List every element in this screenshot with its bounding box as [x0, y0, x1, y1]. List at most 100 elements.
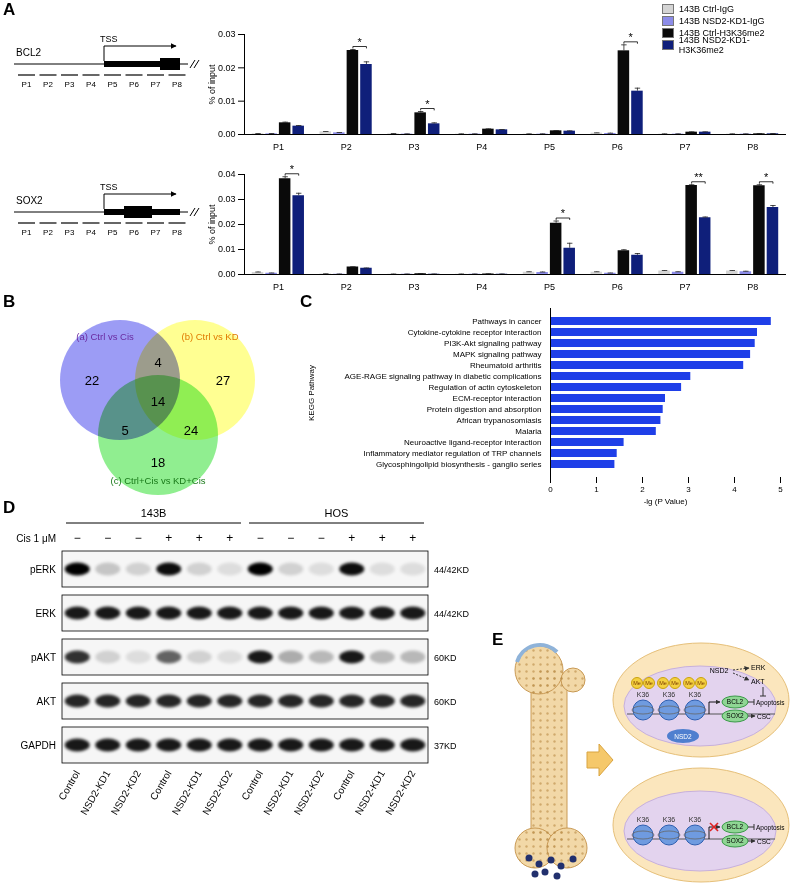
svg-text:P7: P7: [679, 142, 690, 152]
svg-text:14: 14: [151, 394, 165, 409]
svg-text:Control: Control: [331, 769, 357, 802]
svg-text:NSD2-KD1: NSD2-KD1: [78, 768, 112, 817]
svg-text:ERK: ERK: [35, 608, 56, 619]
svg-text:(c) Ctrl+Cis vs KD+Cis: (c) Ctrl+Cis vs KD+Cis: [110, 475, 205, 486]
svg-text:+: +: [226, 531, 233, 545]
svg-text:Apoptosis: Apoptosis: [756, 699, 785, 707]
svg-text:NSD2: NSD2: [710, 667, 729, 674]
svg-text:pERK: pERK: [30, 564, 56, 575]
svg-text:SOX2: SOX2: [16, 195, 43, 206]
svg-text:22: 22: [85, 373, 99, 388]
svg-text:K36: K36: [689, 691, 702, 698]
svg-text:Neuroactive ligand-receptor in: Neuroactive ligand-receptor interaction: [404, 438, 541, 447]
svg-text:P4: P4: [86, 80, 96, 89]
svg-text:Protein digestion and absorpti: Protein digestion and absorption: [427, 405, 542, 414]
svg-text:P7: P7: [679, 282, 690, 292]
svg-text:P6: P6: [129, 80, 139, 89]
svg-text:P4: P4: [476, 142, 487, 152]
svg-text:Regulation of actin cytoskelet: Regulation of actin cytoskeleton: [429, 383, 542, 392]
svg-text:Cis 1 μM: Cis 1 μM: [16, 533, 56, 544]
svg-text:−: −: [74, 531, 81, 545]
svg-text:P2: P2: [341, 282, 352, 292]
svg-text:27: 27: [216, 373, 230, 388]
svg-text:CSC: CSC: [757, 713, 771, 720]
svg-text:Me: Me: [697, 680, 705, 686]
svg-text:0.04: 0.04: [218, 169, 236, 179]
svg-text:*: *: [358, 36, 363, 48]
svg-text:PI3K-Akt signaling pathway: PI3K-Akt signaling pathway: [444, 339, 541, 348]
svg-text:0.03: 0.03: [218, 194, 236, 204]
svg-text:(b) Ctrl vs KD: (b) Ctrl vs KD: [182, 331, 239, 342]
svg-text:MAPK signaling pathway: MAPK signaling pathway: [453, 350, 542, 359]
svg-text:Control: Control: [148, 769, 174, 802]
svg-text:Me: Me: [685, 680, 693, 686]
svg-text:Control: Control: [239, 769, 265, 802]
svg-text:Control: Control: [56, 769, 82, 802]
svg-text:Glycosphingolipid biosynthesis: Glycosphingolipid biosynthesis - ganglio…: [376, 460, 541, 469]
svg-text:P3: P3: [65, 80, 75, 89]
svg-text:AGE-RAGE signaling pathway in: AGE-RAGE signaling pathway in diabetic c…: [345, 372, 542, 381]
svg-text:BCL2: BCL2: [727, 823, 744, 830]
svg-text:-lg (P Value): -lg (P Value): [644, 497, 688, 506]
svg-text:P5: P5: [544, 282, 555, 292]
svg-text:0.00: 0.00: [218, 269, 236, 279]
svg-text:0.01: 0.01: [218, 96, 236, 106]
svg-text:ERK: ERK: [751, 664, 766, 671]
svg-text:AKT: AKT: [37, 696, 56, 707]
svg-text:% of input: % of input: [207, 204, 217, 245]
svg-text:HOS: HOS: [325, 507, 349, 519]
svg-text:P1: P1: [273, 142, 284, 152]
svg-text:P6: P6: [612, 142, 623, 152]
svg-text:Me: Me: [645, 680, 653, 686]
svg-text:*: *: [425, 98, 430, 110]
svg-text:P5: P5: [108, 80, 118, 89]
svg-text:(a) Ctrl vs Cis: (a) Ctrl vs Cis: [76, 331, 134, 342]
svg-text:BCL2: BCL2: [727, 698, 744, 705]
svg-text:KEGG Pathway: KEGG Pathway: [307, 365, 316, 421]
svg-text:BCL2: BCL2: [16, 47, 41, 58]
svg-text:4: 4: [732, 485, 737, 494]
svg-text:Cytokine-cytokine receptor int: Cytokine-cytokine receptor interaction: [408, 328, 542, 337]
svg-text:*: *: [764, 171, 769, 183]
svg-text:60KD: 60KD: [434, 653, 457, 663]
svg-text:−: −: [135, 531, 142, 545]
svg-text:% of input: % of input: [207, 64, 217, 105]
svg-text:African trypanosomiasis: African trypanosomiasis: [457, 416, 542, 425]
svg-text:P3: P3: [408, 142, 419, 152]
svg-text:NSD2-KD2: NSD2-KD2: [109, 768, 143, 817]
svg-text:NSD2-KD1: NSD2-KD1: [261, 768, 295, 817]
svg-text:*: *: [629, 31, 634, 43]
svg-text:P8: P8: [747, 142, 758, 152]
svg-text:*: *: [290, 163, 295, 175]
svg-text:37KD: 37KD: [434, 741, 457, 751]
svg-text:0: 0: [548, 485, 553, 494]
svg-text:Me: Me: [671, 680, 679, 686]
svg-text:143B: 143B: [141, 507, 167, 519]
svg-text:Me: Me: [659, 680, 667, 686]
svg-text:5: 5: [121, 423, 128, 438]
svg-text:P5: P5: [544, 142, 555, 152]
svg-text:NSD2-KD2: NSD2-KD2: [383, 768, 417, 817]
svg-text:P8: P8: [172, 80, 182, 89]
svg-text:P5: P5: [108, 228, 118, 237]
svg-text:K36: K36: [689, 816, 702, 823]
svg-text:+: +: [165, 531, 172, 545]
svg-text:44/42KD: 44/42KD: [434, 609, 470, 619]
svg-text:SOX2: SOX2: [726, 712, 744, 719]
svg-text:TSS: TSS: [100, 34, 118, 44]
svg-text:Apoptosis: Apoptosis: [756, 824, 785, 832]
svg-text:Me: Me: [633, 680, 641, 686]
svg-text:P3: P3: [65, 228, 75, 237]
svg-text:Pathways in cancer: Pathways in cancer: [472, 317, 542, 326]
svg-text:SOX2: SOX2: [726, 837, 744, 844]
svg-text:1: 1: [594, 485, 599, 494]
svg-text:NSD2-KD2: NSD2-KD2: [200, 768, 234, 817]
svg-text:P7: P7: [151, 228, 161, 237]
svg-text:+: +: [196, 531, 203, 545]
svg-text:+: +: [348, 531, 355, 545]
svg-text:Malaria: Malaria: [515, 427, 542, 436]
svg-text:−: −: [287, 531, 294, 545]
svg-text:24: 24: [184, 423, 198, 438]
svg-text:4: 4: [154, 355, 161, 370]
svg-text:K36: K36: [663, 816, 676, 823]
